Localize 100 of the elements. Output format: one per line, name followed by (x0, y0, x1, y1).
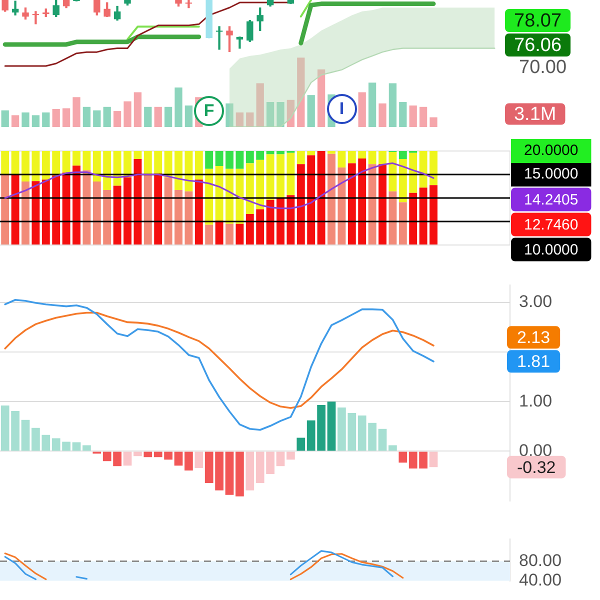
bar (419, 151, 428, 188)
bar (338, 167, 346, 244)
bar (378, 428, 387, 451)
bar (236, 452, 244, 496)
bar (72, 442, 81, 451)
bar (368, 151, 376, 164)
bar (82, 170, 91, 244)
bar (296, 164, 305, 244)
bar (307, 155, 316, 244)
bar (194, 180, 203, 244)
bar (328, 151, 336, 154)
bar (286, 452, 295, 460)
bar (388, 152, 397, 192)
bar (399, 102, 407, 127)
bar (246, 452, 254, 490)
bar (398, 202, 407, 244)
bar (430, 117, 438, 127)
y-tick-label: 1.00 (519, 391, 552, 410)
bar (296, 151, 305, 164)
bar (144, 452, 152, 458)
bar (52, 175, 60, 244)
bar (103, 106, 111, 127)
bar (134, 452, 142, 456)
bar (144, 174, 152, 244)
y-tick-label: 15.0000 (524, 166, 578, 183)
bar (93, 110, 101, 127)
bar (266, 200, 274, 244)
bar (184, 151, 193, 192)
bar (256, 209, 264, 244)
bar (11, 151, 20, 174)
text: 3.1M (514, 104, 556, 126)
bar (22, 182, 30, 244)
bar (225, 452, 234, 495)
bar (174, 452, 183, 466)
y-tick-label: 40.00 (519, 570, 562, 590)
bar (226, 224, 234, 244)
candlestick (216, 26, 223, 50)
bar (388, 445, 397, 451)
bar (134, 151, 142, 159)
bar (103, 151, 112, 190)
bar (338, 151, 346, 168)
bar (113, 186, 122, 244)
bar (123, 452, 132, 466)
bar (32, 181, 40, 244)
bar (256, 83, 264, 127)
bar (409, 192, 418, 244)
bar (1, 174, 10, 244)
bar (205, 151, 214, 169)
bar (22, 151, 30, 182)
bar (194, 151, 203, 180)
bar (154, 151, 162, 174)
bar (205, 224, 214, 244)
bar (286, 152, 295, 196)
bar (378, 151, 386, 164)
bar (1, 151, 10, 174)
bar (144, 151, 152, 174)
bar (32, 115, 40, 127)
bar (419, 106, 428, 127)
bar (42, 151, 50, 180)
bar (154, 174, 162, 244)
candlestick (185, 0, 192, 8)
bar (368, 164, 376, 244)
bar (226, 151, 234, 169)
bar (82, 106, 91, 127)
bar (429, 452, 438, 468)
bar (124, 177, 132, 244)
bar (266, 154, 274, 200)
bar (174, 87, 182, 127)
bar (378, 103, 386, 127)
bar (215, 151, 224, 166)
bar (317, 69, 326, 127)
annotation: F (202, 101, 216, 121)
bar (21, 420, 30, 451)
text: 70.00 (519, 57, 567, 78)
bar (276, 102, 284, 127)
bar (62, 172, 70, 244)
bar (11, 115, 20, 127)
bar (266, 102, 274, 127)
bar (236, 224, 244, 244)
bar (215, 220, 224, 244)
bar (286, 100, 295, 127)
bar (32, 151, 40, 182)
candlestick (236, 36, 244, 49)
bar (317, 151, 326, 244)
bar (184, 191, 193, 244)
bar (215, 166, 224, 221)
bar (348, 151, 356, 164)
bar (92, 151, 101, 182)
bar (1, 110, 9, 127)
bar (113, 111, 122, 127)
bar (378, 164, 386, 244)
bar (276, 198, 284, 244)
bar (276, 452, 285, 466)
bar (266, 151, 274, 154)
bar (72, 97, 80, 127)
annotation: I (338, 99, 346, 119)
bar (246, 214, 254, 244)
bar (236, 168, 244, 224)
bar (388, 191, 397, 244)
bar (419, 188, 428, 244)
